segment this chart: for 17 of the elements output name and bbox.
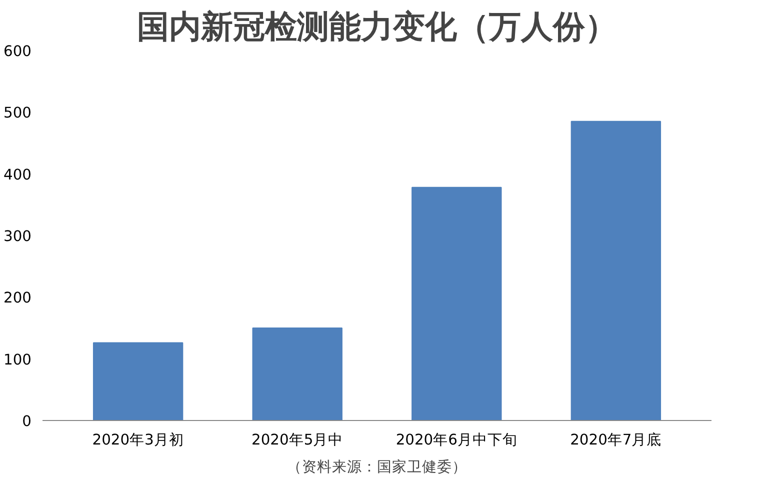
y-tick-label: 0 — [22, 413, 32, 430]
y-tick-label: 200 — [4, 290, 32, 307]
bar — [570, 120, 662, 420]
x-tick-label: 2020年5月中 — [252, 432, 344, 448]
x-tick-label: 2020年3月初 — [92, 432, 184, 448]
y-tick-label: 400 — [4, 166, 32, 184]
y-tick-label: 500 — [4, 104, 32, 122]
y-tick-label: 600 — [4, 43, 32, 60]
y-tick-label: 300 — [4, 228, 32, 245]
y-tick-label: 100 — [4, 351, 32, 368]
bar — [412, 186, 502, 420]
text: （资料来源：国家卫健委） — [287, 458, 467, 476]
bar — [92, 342, 184, 420]
chart-title: 国内新冠检测能力变化（万人份） — [137, 8, 617, 46]
x-tick-label: 2020年7月底 — [570, 432, 662, 448]
bar — [252, 328, 342, 420]
x-tick-label: 2020年6月中下旬 — [396, 432, 518, 448]
